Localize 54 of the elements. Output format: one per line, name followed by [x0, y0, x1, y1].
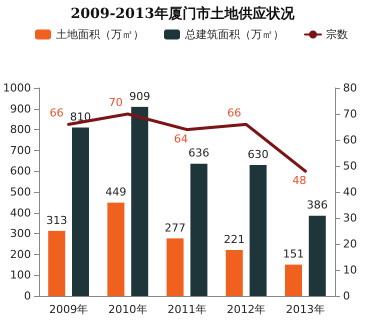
y2-tick-label: 0 — [343, 290, 350, 302]
data-label: 313 — [46, 214, 68, 227]
y2-tick-label: 20 — [343, 238, 357, 250]
bar — [131, 106, 148, 296]
bar — [72, 128, 89, 296]
data-label: 636 — [188, 146, 210, 160]
x-tick-label: 2010年 — [108, 303, 148, 316]
y2-tick-label: 60 — [343, 134, 357, 146]
bar — [285, 264, 302, 296]
x-tick-label: 2013年 — [286, 303, 325, 316]
data-label: 66 — [227, 106, 242, 120]
y-tick-label: 1000 — [2, 82, 31, 94]
y-tick-label: 100 — [10, 268, 31, 282]
bar — [190, 164, 208, 296]
data-label: 810 — [70, 110, 91, 124]
legend-label: 土地面积（万㎡） — [56, 28, 144, 41]
y-tick-label: 0 — [24, 290, 31, 302]
y2-tick-label: 10 — [343, 264, 357, 276]
legend-label: 宗数 — [326, 28, 348, 41]
bar — [308, 216, 326, 296]
data-label: 909 — [129, 90, 150, 103]
y2-tick-label: 30 — [343, 212, 357, 224]
bar — [48, 230, 66, 296]
x-tick-label: 2009年 — [49, 303, 88, 316]
x-tick-label: 2011年 — [167, 303, 206, 316]
y2-tick-label: 40 — [343, 186, 357, 198]
chart-title: 2009-2013年厦门市土地供应状况 — [70, 5, 296, 22]
y-tick-label: 800 — [10, 123, 31, 136]
x-tick-label: 2012年 — [226, 303, 266, 316]
y-tick-label: 500 — [10, 186, 31, 198]
y2-tick-label: 50 — [343, 160, 357, 172]
bar — [166, 238, 184, 296]
bar — [107, 202, 124, 296]
data-label: 48 — [292, 174, 306, 188]
y-tick-label: 600 — [10, 164, 31, 178]
data-label: 64 — [174, 132, 188, 146]
y-tick-label: 300 — [10, 227, 31, 240]
y2-tick-label: 80 — [343, 82, 357, 94]
bar — [226, 250, 243, 296]
data-label: 630 — [248, 148, 269, 161]
data-label: 151 — [283, 248, 304, 261]
data-label: 277 — [164, 221, 186, 234]
data-label: 221 — [224, 233, 245, 246]
bar — [250, 164, 267, 296]
data-label: 66 — [50, 106, 64, 120]
data-label: 386 — [306, 198, 328, 212]
y-tick-label: 200 — [10, 248, 31, 261]
data-label: 449 — [105, 186, 126, 199]
y-tick-label: 400 — [10, 206, 31, 220]
data-label: 70 — [108, 96, 123, 109]
legend-label: 总建筑面积（万㎡） — [184, 28, 284, 41]
y-tick-label: 900 — [10, 102, 31, 116]
y-tick-label: 700 — [10, 144, 31, 157]
y2-tick-label: 70 — [343, 108, 357, 120]
